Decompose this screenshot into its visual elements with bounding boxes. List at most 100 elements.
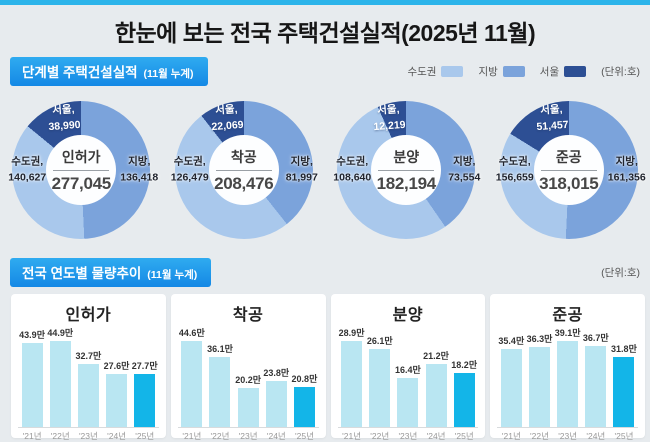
bar-column: 35.4만 (497, 334, 525, 427)
jibang-label-text: 지방, (128, 155, 151, 168)
donut-sudogwon-label: 수도권, 156,659 (486, 154, 544, 187)
bars-area: 28.9만 26.1만 16.4만 21.2만 18.2만 (331, 327, 486, 427)
donut-seoul-label: 서울, 22,069 (157, 98, 297, 139)
bar-value-label: 27.6만 (103, 361, 130, 371)
year-tick: '24년 (586, 431, 606, 441)
donut-total-value: 318,015 (539, 173, 599, 193)
donut-chart-chakgong: 서울, 22,069 수도권, 126,479 지방, 81,997 착공 20… (171, 101, 318, 239)
sudogwon-label-value: 126,479 (170, 172, 209, 184)
donut-center-divider (540, 169, 597, 171)
bar-2021 (341, 341, 363, 427)
page-title: 한눈에 보는 전국 주택건설실적(2025년 11월) (114, 20, 536, 46)
bar-column: 32.7만 (74, 349, 102, 427)
sudogwon-label-text: 수도권, (173, 155, 206, 168)
bar-value-label: 20.2만 (235, 375, 262, 385)
donut-cell-jungong: 서울, 51,457 수도권, 156,659 지방, 161,356 준공 3… (488, 96, 650, 254)
donut-title: 분양 (393, 148, 420, 165)
bar-value-label: 31.8만 (611, 344, 637, 354)
donut-title: 착공 (230, 148, 257, 165)
year-tick: '24년 (107, 431, 126, 441)
bar-panel-inhuga: 인허가 43.9만 44.9만 32.7만 27.6만 (11, 294, 166, 441)
donut-cell-chakgong: 서울, 22,069 수도권, 126,479 지방, 81,997 착공 20… (163, 96, 326, 254)
donut-seoul-label: 서울, 12,219 (319, 98, 459, 139)
bar-value-label: 26.1만 (366, 336, 393, 346)
legend-item-jibang: 지방 (478, 64, 525, 79)
section1-header-row: 단계별 주택건설실적 (11월 누계) 수도권 지방 서울 (단위:호) (0, 57, 650, 86)
donut-center: 분양 182,194 (371, 135, 442, 205)
donut-total-value: 182,194 (376, 173, 437, 193)
bar-chart-title: 인허가 (65, 307, 112, 324)
sudogwon-label-value: 140,627 (8, 172, 47, 184)
year-tick: '22년 (530, 431, 549, 441)
bar-column: 31.8만 (610, 342, 638, 427)
year-tick: '23년 (238, 431, 258, 441)
section2-badge: 전국 연도별 물량추이 (11월 누계) (10, 258, 212, 287)
donut-total-value: 208,476 (214, 173, 274, 193)
year-tick: '21년 (22, 431, 42, 441)
bar-column: 26.1만 (366, 334, 394, 427)
bar-chart-title: 분양 (392, 307, 424, 324)
bar-2023 (557, 341, 579, 427)
bar-value-label: 16.4만 (394, 365, 421, 375)
bar-2021 (21, 343, 43, 427)
x-axis-line (337, 427, 479, 428)
sudogwon-label-value: 108,640 (333, 172, 372, 184)
bar-column: 18.2만 (450, 358, 478, 427)
x-axis-labels: '21년 '22년 '23년 '24년 '25년 (490, 430, 645, 442)
section1-badge-subtitle: (11월 누계) (143, 68, 194, 80)
legend-label-jibang: 지방 (478, 66, 498, 78)
donut-sudogwon-label: 수도권, 140,627 (0, 154, 56, 187)
donut-sudogwon-label: 수도권, 126,479 (161, 154, 219, 187)
x-axis-line (18, 427, 159, 428)
year-tick: '24년 (426, 431, 446, 441)
section1-badge-title: 단계별 주택건설실적 (22, 65, 138, 80)
donut-jibang-label: 지방, 161,356 (600, 154, 650, 187)
bar-2025-highlight (453, 373, 475, 427)
year-tick: '22년 (370, 431, 390, 441)
year-tick: '21년 (342, 431, 362, 441)
top-accent-stripe (0, 0, 650, 5)
donut-jibang-label: 지방, 136,418 (112, 154, 166, 187)
bar-column: 20.2만 (234, 373, 262, 427)
bar-column: 20.8만 (290, 372, 318, 427)
donut-seoul-label: 서울, 38,990 (0, 98, 134, 139)
bar-2023 (237, 388, 259, 427)
jibang-label-text: 지방, (290, 155, 313, 168)
bar-column: 44.6만 (178, 326, 206, 427)
jibang-label-text: 지방, (615, 155, 638, 168)
year-tick: '25년 (614, 431, 634, 441)
bar-2025-highlight (613, 357, 635, 427)
donut-center-divider (378, 169, 435, 171)
donut-chart-bunyang: 서울, 12,219 수도권, 108,640 지방, 73,554 분양 18… (333, 101, 480, 239)
bar-2022 (369, 349, 391, 427)
bar-column: 27.6만 (102, 359, 130, 427)
jibang-label-text: 지방, (453, 155, 476, 168)
donut-center-divider (215, 169, 272, 171)
year-tick: '21년 (501, 431, 521, 441)
section2-badge-title: 전국 연도별 물량추이 (22, 266, 142, 281)
year-tick: '22년 (210, 431, 230, 441)
x-axis-labels: '21년 '22년 '23년 '24년 '25년 (331, 430, 486, 442)
x-axis-line (177, 427, 319, 428)
bar-2023 (77, 364, 99, 427)
bar-value-label: 44.6만 (178, 328, 205, 338)
bar-chart-row: 인허가 43.9만 44.9만 32.7만 27.6만 (0, 294, 650, 441)
jibang-label-value: 73,554 (448, 172, 481, 184)
bar-value-label: 32.7만 (75, 351, 102, 361)
jibang-label-value: 81,997 (285, 172, 318, 184)
sudogwon-label-text: 수도권, (11, 155, 44, 168)
bar-column: 16.4만 (394, 363, 422, 427)
donut-chart-row: 서울, 38,990 수도권, 140,627 지방, 136,418 인허가 … (0, 96, 650, 254)
legend-label-seoul: 서울 (539, 66, 560, 78)
bar-value-label: 36.7만 (582, 333, 609, 343)
bar-value-label: 23.8만 (263, 368, 290, 378)
bars-area: 43.9만 44.9만 32.7만 27.6만 27.7만 (11, 327, 166, 427)
legend-item-sudogwon: 수도권 (407, 64, 464, 79)
donut-jibang-label: 지방, 73,554 (437, 154, 491, 187)
bar-2024 (265, 381, 287, 427)
bar-2022 (528, 347, 550, 427)
bar-2025-highlight (293, 387, 315, 427)
donut-chart-inhuga: 서울, 38,990 수도권, 140,627 지방, 136,418 인허가 … (8, 101, 158, 239)
year-tick: '21년 (182, 431, 202, 441)
